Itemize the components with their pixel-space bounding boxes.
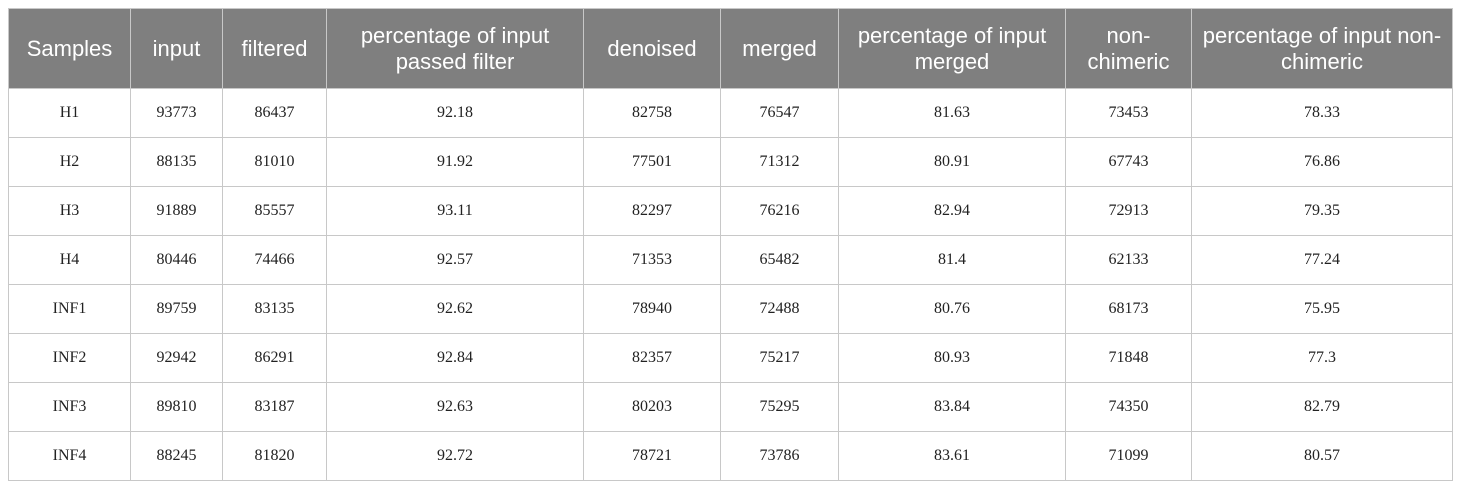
table-cell: 78940 (583, 284, 721, 334)
table-cell: 75295 (720, 382, 839, 432)
table-cell: 68173 (1065, 284, 1192, 334)
table-row: INF1 89759 83135 92.62 78940 72488 80.76 68173 7… (8, 284, 1453, 334)
header-cell: input (130, 8, 223, 89)
table-cell: 80.76 (838, 284, 1066, 334)
table-cell: 89810 (130, 382, 223, 432)
table-cell: INF2 (8, 333, 131, 383)
table-cell: 72488 (720, 284, 839, 334)
table-row: H3 91889 85557 93.11 82297 76216 82.94 72913 79.… (8, 186, 1453, 236)
table-cell: 81010 (222, 137, 327, 187)
table-cell: INF4 (8, 431, 131, 481)
data-table: Samples input filtered percentage of input … (8, 8, 1453, 481)
table-cell: 86437 (222, 88, 327, 138)
table-cell: 76216 (720, 186, 839, 236)
table-cell: 71848 (1065, 333, 1192, 383)
table-cell: 80203 (583, 382, 721, 432)
header-row: Samples input filtered percentage of input … (8, 8, 1453, 89)
table-cell: 82758 (583, 88, 721, 138)
table-cell: 78721 (583, 431, 721, 481)
table-cell: 82.94 (838, 186, 1066, 236)
table-cell: 81820 (222, 431, 327, 481)
table-cell: 80.57 (1191, 431, 1453, 481)
header-cell: Samples (8, 8, 131, 89)
table-cell: 77501 (583, 137, 721, 187)
table-cell: 92.62 (326, 284, 584, 334)
table-cell: 89759 (130, 284, 223, 334)
table-cell: 67743 (1065, 137, 1192, 187)
table-cell: 74350 (1065, 382, 1192, 432)
table-row: H2 88135 81010 91.92 77501 71312 80.91 67743 76.… (8, 137, 1453, 187)
table-cell: 71353 (583, 235, 721, 285)
table-cell: 92.72 (326, 431, 584, 481)
table-row: INF2 92942 86291 92.84 82357 75217 80.93 71848 7… (8, 333, 1453, 383)
table-cell: INF1 (8, 284, 131, 334)
table-cell: 76.86 (1191, 137, 1453, 187)
table-cell: 91889 (130, 186, 223, 236)
table-cell: 81.63 (838, 88, 1066, 138)
table-cell: 75.95 (1191, 284, 1453, 334)
table-cell: 83.61 (838, 431, 1066, 481)
table-cell: 83.84 (838, 382, 1066, 432)
table-cell: 85557 (222, 186, 327, 236)
table-cell: 92.84 (326, 333, 584, 383)
table-cell: 74466 (222, 235, 327, 285)
table-cell: 71099 (1065, 431, 1192, 481)
table-cell: H4 (8, 235, 131, 285)
table-row: H1 93773 86437 92.18 82758 76547 81.63 73453 78.… (8, 88, 1453, 138)
table-cell: 91.92 (326, 137, 584, 187)
table-cell: 92.57 (326, 235, 584, 285)
table-cell: 82.79 (1191, 382, 1453, 432)
table-cell: 77.24 (1191, 235, 1453, 285)
table-cell: 72913 (1065, 186, 1192, 236)
table-cell: 73453 (1065, 88, 1192, 138)
table-cell: 65482 (720, 235, 839, 285)
header-cell: percentage of input passed filter (326, 8, 584, 89)
table-cell: 83135 (222, 284, 327, 334)
table-container: Samples input filtered percentage of input … (8, 8, 1453, 481)
header-cell: filtered (222, 8, 327, 89)
table-cell: 80.91 (838, 137, 1066, 187)
table-cell: 92.63 (326, 382, 584, 432)
table-cell: 81.4 (838, 235, 1066, 285)
table-cell: H1 (8, 88, 131, 138)
table-cell: 75217 (720, 333, 839, 383)
table-cell: 79.35 (1191, 186, 1453, 236)
table-cell: 82357 (583, 333, 721, 383)
table-cell: INF3 (8, 382, 131, 432)
table-cell: 92.18 (326, 88, 584, 138)
table-cell: 92942 (130, 333, 223, 383)
table-cell: 93773 (130, 88, 223, 138)
table-cell: 80446 (130, 235, 223, 285)
table-cell: 71312 (720, 137, 839, 187)
table-cell: 93.11 (326, 186, 584, 236)
header-cell: percentage of input merged (838, 8, 1066, 89)
table-body: H1 93773 86437 92.18 82758 76547 81.63 73453 78.… (8, 88, 1453, 481)
table-cell: 88135 (130, 137, 223, 187)
table-cell: 78.33 (1191, 88, 1453, 138)
table-cell: 82297 (583, 186, 721, 236)
table-cell: H2 (8, 137, 131, 187)
table-cell: 77.3 (1191, 333, 1453, 383)
table-row: INF4 88245 81820 92.72 78721 73786 83.61 71099 8… (8, 431, 1453, 481)
table-cell: 80.93 (838, 333, 1066, 383)
table-cell: 83187 (222, 382, 327, 432)
header-cell: denoised (583, 8, 721, 89)
table-cell: 76547 (720, 88, 839, 138)
table-cell: 62133 (1065, 235, 1192, 285)
table-cell: 86291 (222, 333, 327, 383)
table-cell: 88245 (130, 431, 223, 481)
table-cell: H3 (8, 186, 131, 236)
table-row: H4 80446 74466 92.57 71353 65482 81.4 62133 77.2… (8, 235, 1453, 285)
header-cell: non-chimeric (1065, 8, 1192, 89)
table-cell: 73786 (720, 431, 839, 481)
header-cell: merged (720, 8, 839, 89)
table-row: INF3 89810 83187 92.63 80203 75295 83.84 74350 8… (8, 382, 1453, 432)
header-cell: percentage of input non-chimeric (1191, 8, 1453, 89)
